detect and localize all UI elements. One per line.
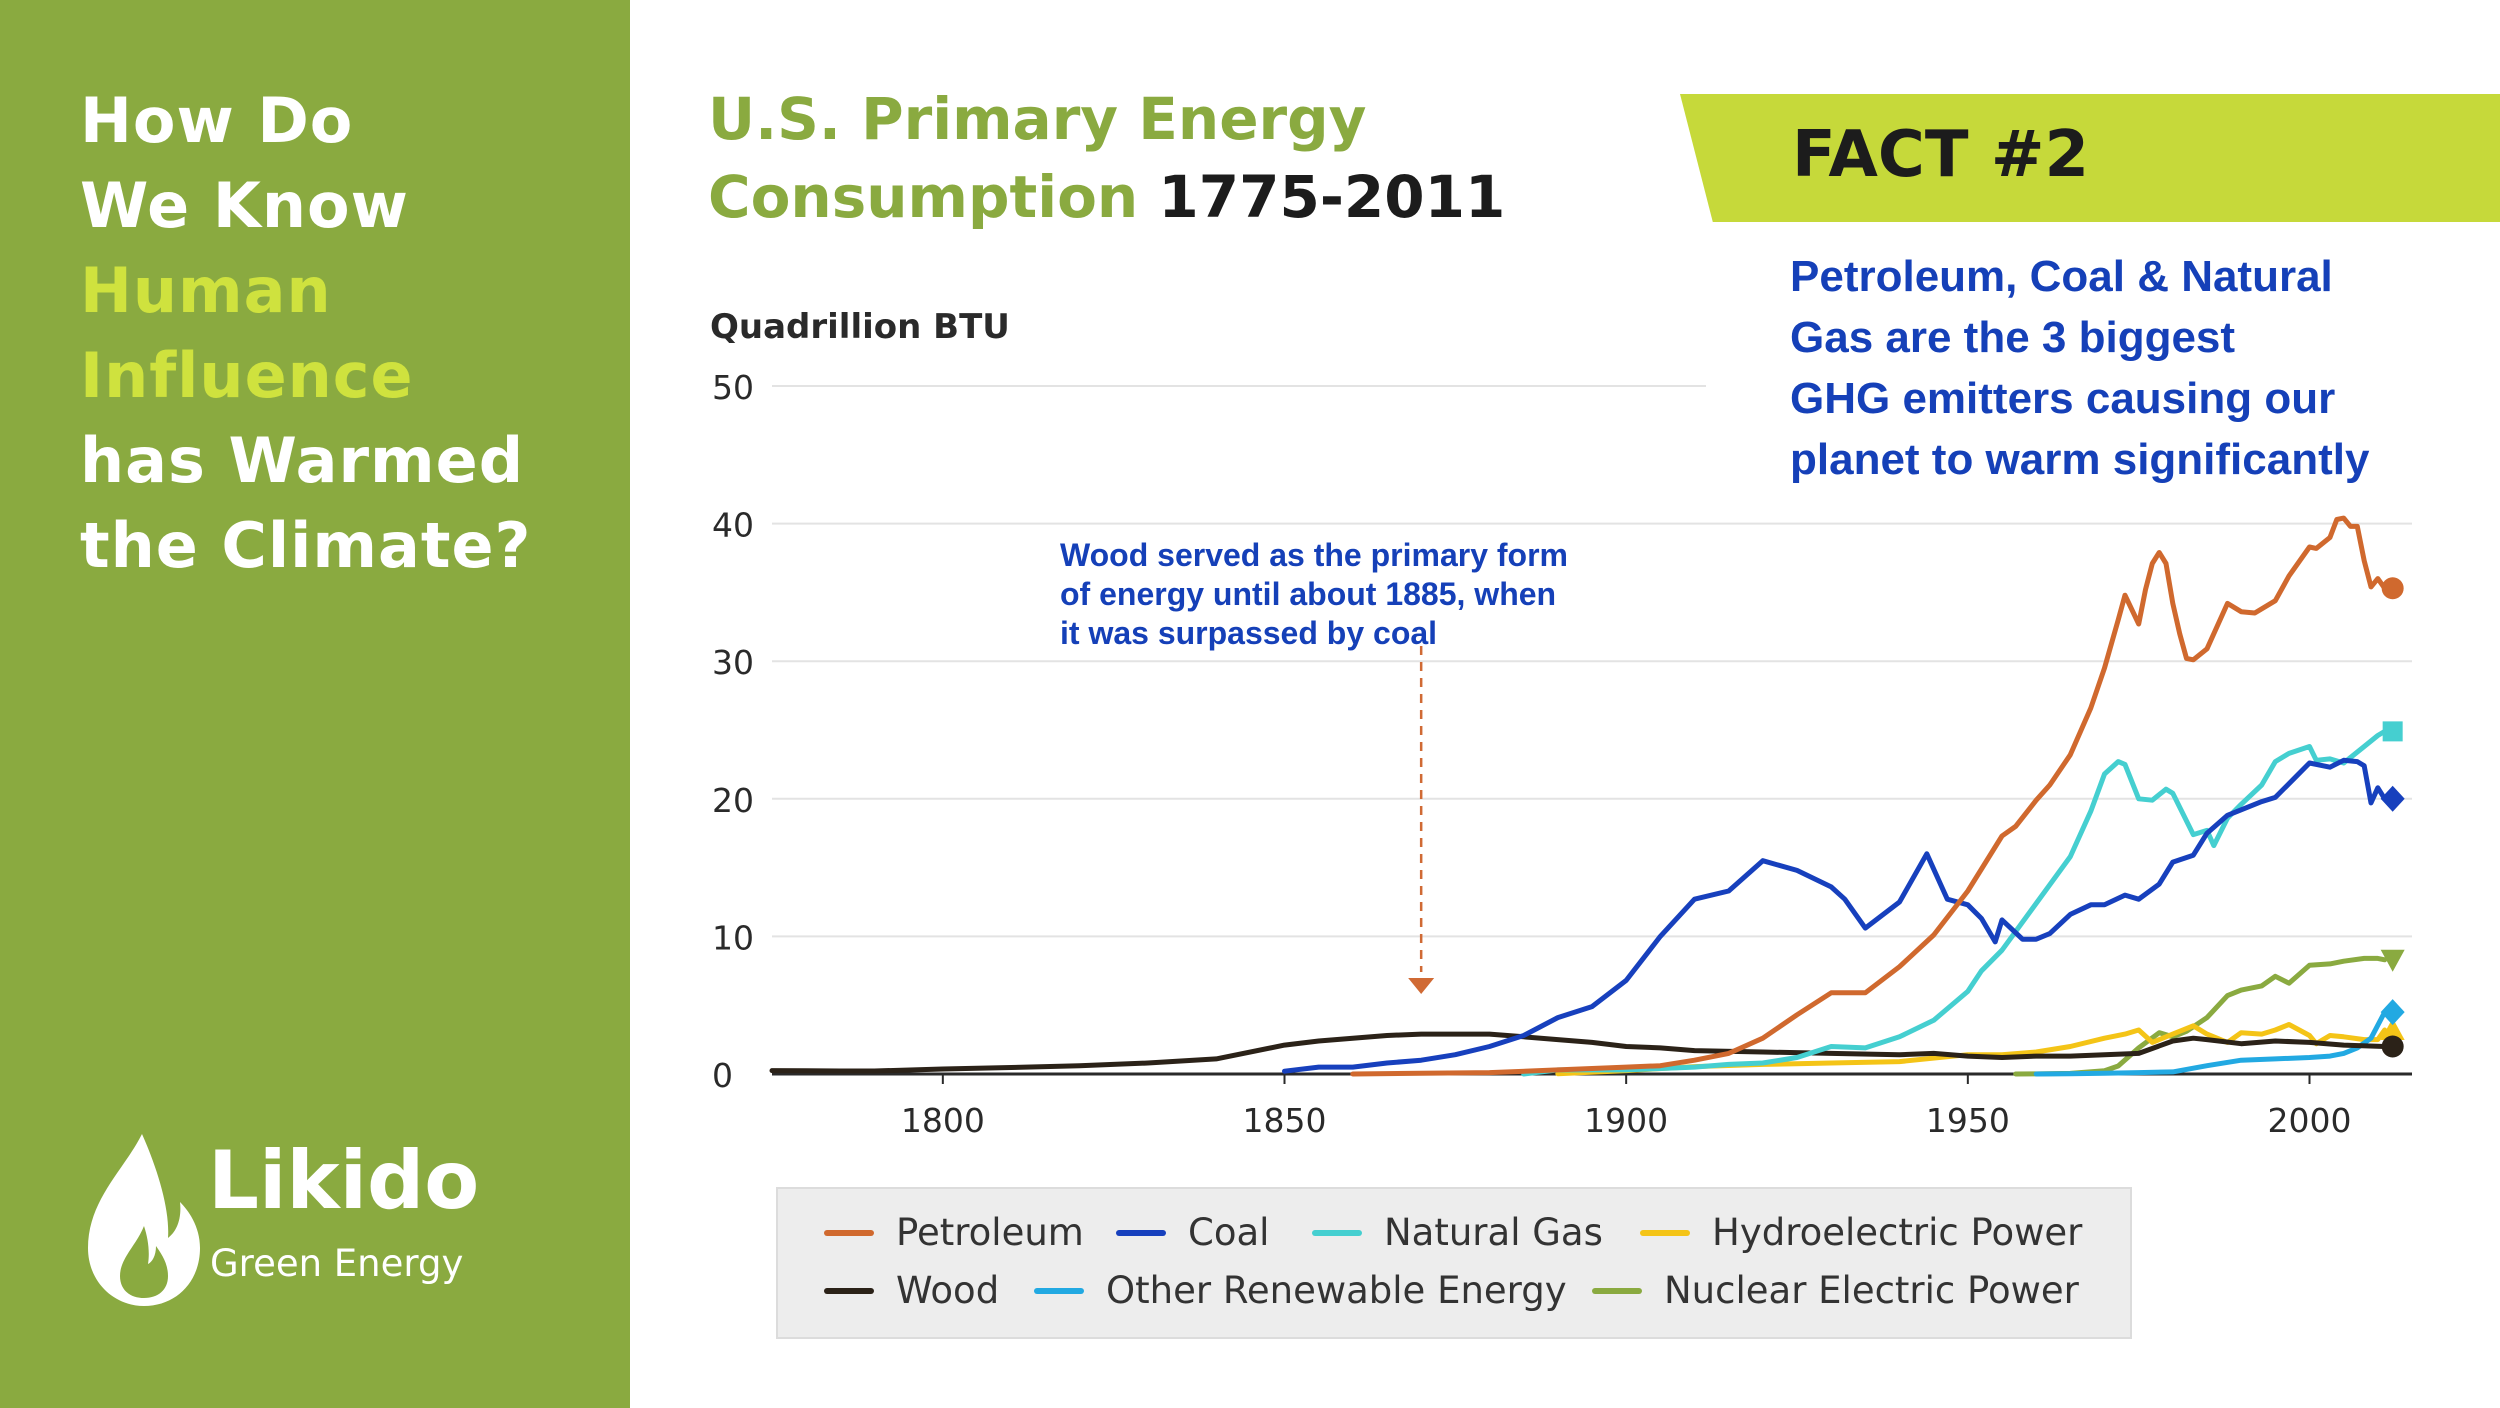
- series-line-other-renewable-energy: [2033, 1009, 2388, 1077]
- grid: [772, 385, 2412, 938]
- legend-item-other-renewable: Other Renewable Energy: [1034, 1269, 1567, 1312]
- series-line-coal: [1282, 757, 2388, 1074]
- legend-item-wood: Wood: [824, 1269, 999, 1312]
- annotation-arrow-head: [1408, 978, 1435, 994]
- legend-swatch: [824, 1287, 874, 1294]
- title-line-highlight: Influence: [80, 339, 414, 412]
- annotation-line: Wood served as the primary form: [1060, 537, 1568, 573]
- chart-title-years: 1775-2011: [1158, 163, 1506, 231]
- title-line: How Do: [80, 84, 354, 157]
- fact-banner: [1680, 94, 2500, 222]
- series-line-wood: [769, 1031, 2388, 1074]
- legend-swatch: [1640, 1229, 1690, 1236]
- title-line: has Warmed: [80, 424, 525, 497]
- x-tick-label: 1800: [901, 1101, 985, 1140]
- legend-swatch: [1312, 1229, 1362, 1236]
- series-line-nuclear-electric-power: [2013, 955, 2388, 1077]
- chart-title-part1: U.S. Primary Energy: [708, 85, 1367, 153]
- chart-title: U.S. Primary Energy Consumption 1775-201…: [708, 80, 1505, 236]
- fact-text-line: GHG emitters causing our: [1790, 374, 2336, 423]
- logo-name: Likido: [208, 1134, 480, 1227]
- axes: 0 10 20 30 40 50 1800 1850 1900 1950 2000: [712, 368, 2412, 1140]
- sidebar: How Do We Know Human Influence has Warme…: [0, 0, 630, 1408]
- fact-text: Petroleum, Coal & Natural Gas are the 3 …: [1790, 246, 2480, 490]
- annotation-line: of energy until about 1885, when: [1060, 576, 1556, 612]
- legend-swatch: [1592, 1287, 1642, 1294]
- series-end-marker-petroleum: [2381, 577, 2404, 600]
- brand-logo: Likido Green Energy: [84, 1130, 504, 1320]
- y-tick-label: 20: [712, 781, 754, 820]
- legend-label: Nuclear Electric Power: [1664, 1269, 2079, 1312]
- legend: Petroleum Coal Natural Gas Hydroelectric…: [776, 1187, 2132, 1339]
- legend-item-hydroelectric: Hydroelectric Power: [1640, 1211, 2082, 1254]
- legend-label: Other Renewable Energy: [1106, 1269, 1567, 1312]
- legend-label: Coal: [1188, 1211, 1270, 1254]
- y-tick-label: 50: [712, 368, 754, 407]
- logo-subtitle: Green Energy: [210, 1242, 464, 1285]
- series-end-marker-wood: [2381, 1035, 2404, 1058]
- x-tick-label: 2000: [2268, 1101, 2352, 1140]
- legend-label: Wood: [896, 1269, 1000, 1312]
- legend-label: Hydroelectric Power: [1712, 1211, 2083, 1254]
- legend-item-petroleum: Petroleum: [824, 1211, 1084, 1254]
- line-chart: Quadrillion BTU 0 10 20 30 40 50 1800 1850 1900 1…: [710, 307, 2412, 1140]
- sidebar-title: How Do We Know Human Influence has Warme…: [80, 78, 620, 588]
- x-tick-label: 1900: [1584, 1101, 1668, 1140]
- chart-title-part2: Consumption: [708, 163, 1139, 231]
- series-line-petroleum: [1350, 515, 2388, 1077]
- legend-swatch: [1034, 1287, 1084, 1294]
- y-tick-label: 40: [712, 506, 754, 545]
- series-group: [769, 515, 2405, 1077]
- flame-icon: [88, 1134, 200, 1306]
- title-line: We Know: [80, 169, 409, 242]
- series-end-marker-hydroelectric-power: [2380, 1017, 2405, 1040]
- series-end-marker-coal: [2380, 785, 2405, 812]
- legend-item-nuclear: Nuclear Electric Power: [1592, 1269, 2079, 1312]
- legend-item-natural-gas: Natural Gas: [1312, 1211, 1603, 1254]
- fact-text-line: Petroleum, Coal & Natural: [1790, 252, 2333, 301]
- legend-label: Petroleum: [896, 1211, 1084, 1254]
- legend-swatch: [824, 1229, 874, 1236]
- annotation-line: it was surpassed by coal: [1060, 615, 1437, 651]
- y-tick-label: 30: [712, 643, 754, 682]
- legend-label: Natural Gas: [1384, 1211, 1603, 1254]
- series-end-marker-nuclear-electric-power: [2380, 949, 2405, 972]
- x-tick-label: 1850: [1243, 1101, 1327, 1140]
- fact-label: FACT #2: [1792, 118, 2089, 192]
- x-tick-label: 1950: [1926, 1101, 2010, 1140]
- legend-item-coal: Coal: [1116, 1211, 1269, 1254]
- series-end-marker-other-renewable-energy: [2380, 999, 2405, 1026]
- y-axis-label: Quadrillion BTU: [710, 307, 1010, 347]
- series-line-natural-gas: [1521, 728, 2388, 1077]
- series-end-marker-natural-gas: [2382, 721, 2403, 742]
- y-tick-label: 10: [712, 918, 754, 957]
- y-tick-label: 0: [712, 1056, 733, 1095]
- title-line-highlight: Human: [80, 254, 332, 327]
- fact-text-line: Gas are the 3 biggest: [1790, 313, 2236, 362]
- fact-text-line: planet to warm significantly: [1790, 435, 2370, 484]
- legend-swatch: [1116, 1229, 1166, 1236]
- annotation: Wood served as the primary form of energ…: [1060, 537, 1568, 994]
- title-line: the Climate?: [80, 509, 532, 582]
